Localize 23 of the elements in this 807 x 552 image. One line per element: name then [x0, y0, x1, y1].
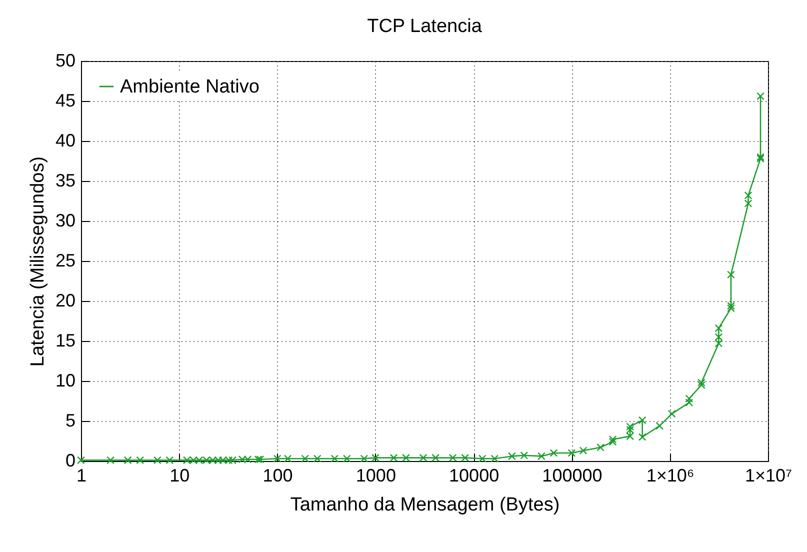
x-tick-label: 10 [170, 466, 190, 486]
x-tick-label: 1 [76, 466, 87, 486]
x-tick-label: 10000 [449, 466, 500, 486]
x-tick-label: 1000 [356, 466, 396, 486]
y-axis-title: Latencia (Milissegundos) [27, 156, 48, 367]
y-tick-label: 35 [55, 170, 76, 190]
x-tick-label: 1×10⁶ [646, 466, 694, 486]
y-tick-label: 45 [55, 90, 76, 110]
y-tick-label: 10 [55, 370, 76, 390]
x-axis-title: Tamanho da Mensagem (Bytes) [290, 494, 560, 516]
y-tick-label: 5 [65, 410, 76, 430]
legend-label: Ambiente Nativo [120, 76, 260, 98]
y-tick-label: 25 [55, 250, 76, 270]
y-tick-label: 40 [55, 130, 76, 150]
chart-title: TCP Latencia [367, 16, 482, 37]
x-tick-label: 1×10⁷ [744, 466, 792, 486]
y-tick-label: 30 [55, 210, 76, 230]
y-tick-label: 15 [55, 330, 76, 350]
y-tick-label: 20 [55, 290, 76, 310]
y-tick-label: 50 [55, 50, 76, 70]
x-tick-label: 100 [262, 466, 293, 486]
x-tick-label: 100000 [542, 466, 602, 486]
y-tick-label: 0 [65, 450, 76, 470]
